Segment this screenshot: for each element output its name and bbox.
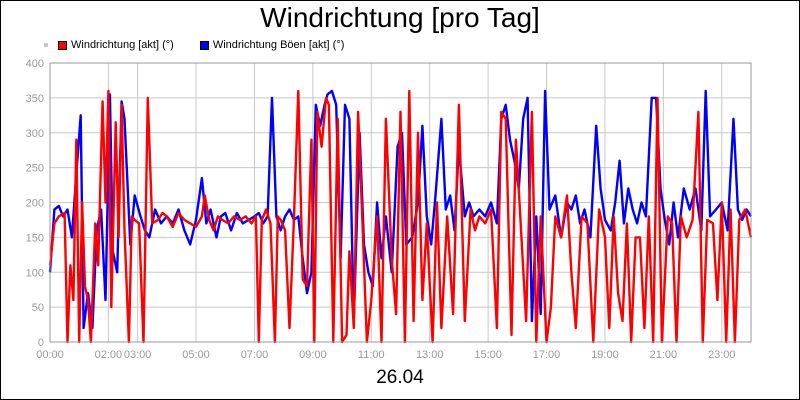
x-tick-label: 03:00 <box>124 349 152 361</box>
legend-label-series-1: Windrichtung [akt] (°) <box>71 39 174 51</box>
x-tick-label: 11:00 <box>358 349 385 361</box>
x-tick-label: 15:00 <box>474 349 502 361</box>
y-tick-label: 350 <box>26 93 44 105</box>
x-tick-label: 02:00 <box>95 349 123 361</box>
plot-border <box>49 62 752 343</box>
series-line-1 <box>48 89 753 344</box>
y-tick-label: 100 <box>26 267 44 279</box>
series-line-2 <box>48 89 753 330</box>
legend-label-series-2: Windrichtung Böen [akt] (°) <box>212 39 345 51</box>
y-tick-label: 0 <box>38 337 44 349</box>
legend-swatch-series-2 <box>199 40 209 50</box>
chart-legend: Windrichtung [akt] (°) Windrichtung Böen… <box>44 38 370 52</box>
x-tick-label: 09:00 <box>299 349 327 361</box>
x-tick-label: 21:00 <box>650 349 678 361</box>
legend-marker <box>44 43 48 47</box>
y-tick-label: 400 <box>26 58 44 70</box>
x-tick-label: 23:00 <box>708 349 736 361</box>
chart-title: Windrichtung [pro Tag] <box>260 2 540 33</box>
x-axis-label: 26.04 <box>376 367 424 388</box>
x-tick-label: 00:00 <box>36 349 64 361</box>
y-tick-label: 50 <box>32 302 44 314</box>
y-tick-label: 150 <box>26 232 44 244</box>
y-tick-label: 300 <box>26 128 44 140</box>
legend-item-series-1: Windrichtung [akt] (°) <box>58 39 174 51</box>
y-tick-label: 250 <box>26 163 44 175</box>
x-tick-label: 19:00 <box>591 349 619 361</box>
x-tick-label: 07:00 <box>241 349 269 361</box>
y-tick-label: 200 <box>26 198 44 210</box>
x-tick-label: 13:00 <box>416 349 444 361</box>
x-tick-label: 05:00 <box>182 349 210 361</box>
legend-swatch-series-1 <box>58 40 67 50</box>
x-tick-label: 17:00 <box>533 349 561 361</box>
legend-item-series-2: Windrichtung Böen [akt] (°) <box>199 39 345 51</box>
